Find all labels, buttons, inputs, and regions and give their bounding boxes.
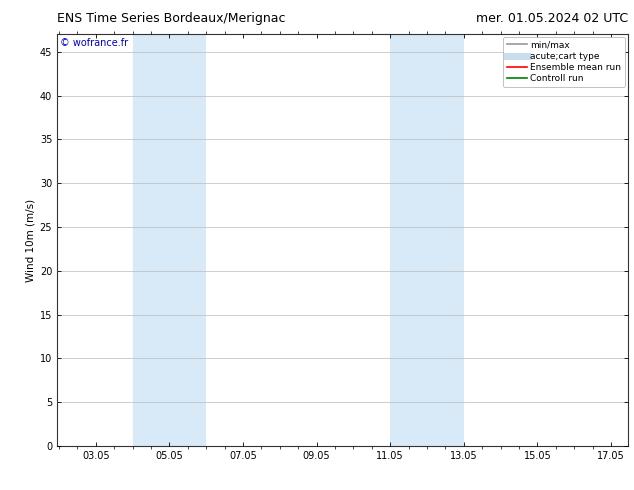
Bar (390, 34, 464, 446)
Text: © wofrance.fr: © wofrance.fr (60, 38, 128, 49)
Text: mer. 01.05.2024 02 UTC: mer. 01.05.2024 02 UTC (476, 12, 628, 25)
Text: ENS Time Series Bordeaux/Merignac: ENS Time Series Bordeaux/Merignac (57, 12, 285, 25)
Y-axis label: Wind 10m (m/s): Wind 10m (m/s) (25, 198, 36, 282)
Legend: min/max, acute;cart type, Ensemble mean run, Controll run: min/max, acute;cart type, Ensemble mean … (503, 37, 625, 87)
Bar (133, 34, 206, 446)
